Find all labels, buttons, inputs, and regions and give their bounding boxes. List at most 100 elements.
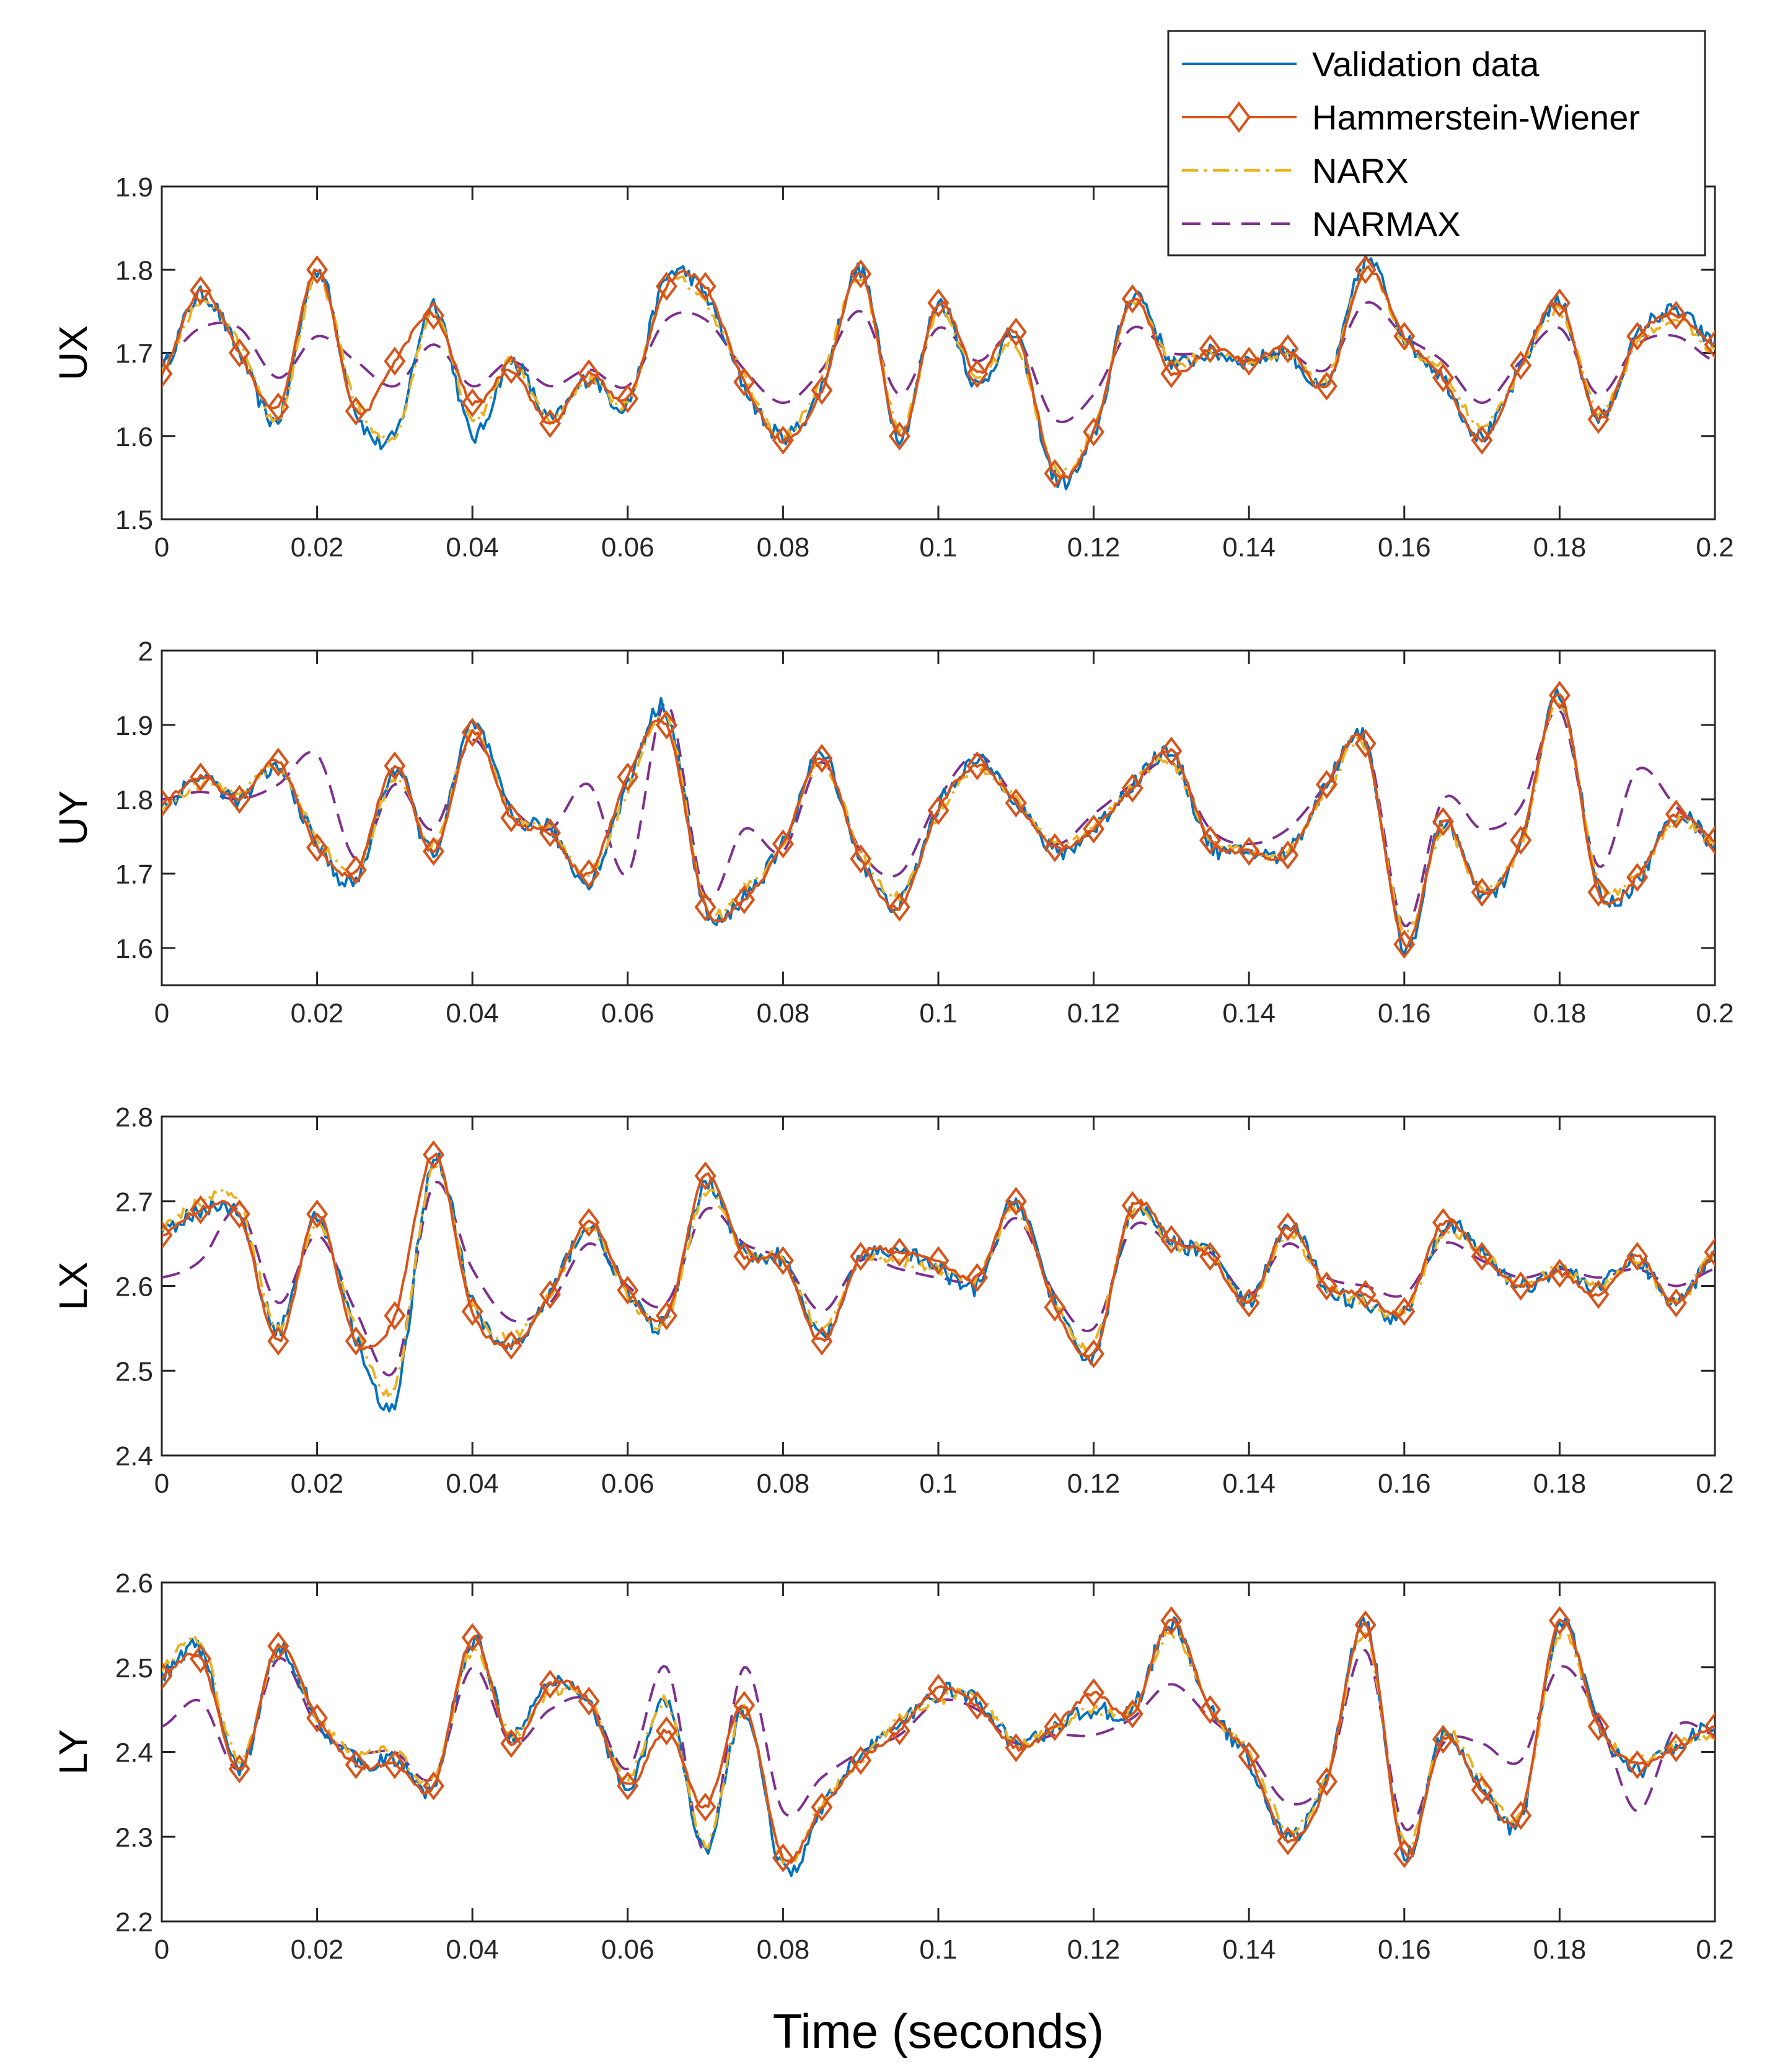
y-tick-label: 2.4 bbox=[115, 1738, 153, 1768]
hw-marker bbox=[1548, 1258, 1571, 1288]
hw-marker bbox=[1704, 1237, 1715, 1267]
hw-marker bbox=[1510, 351, 1532, 380]
hw-marker bbox=[190, 276, 212, 305]
hw-marker bbox=[1587, 877, 1610, 907]
hw-marker bbox=[1121, 284, 1143, 314]
hw-marker bbox=[772, 1843, 794, 1872]
x-tick-label: 0.12 bbox=[1067, 1934, 1121, 1965]
hw-marker bbox=[267, 747, 289, 777]
hw-marker bbox=[1238, 1288, 1260, 1318]
hw-marker bbox=[1044, 1712, 1066, 1741]
hw-marker bbox=[1277, 840, 1299, 870]
x-tick-label: 0.2 bbox=[1696, 1934, 1734, 1965]
hw-marker bbox=[733, 1242, 756, 1271]
hw-marker bbox=[1393, 1297, 1416, 1326]
hw-marker bbox=[228, 338, 250, 367]
x-tick-label: 0.06 bbox=[601, 532, 654, 563]
hw-marker bbox=[1548, 680, 1571, 710]
hw-marker bbox=[1510, 825, 1532, 855]
axes-box bbox=[161, 1115, 1716, 1457]
hw-marker bbox=[1160, 736, 1183, 766]
hw-marker bbox=[888, 421, 910, 451]
series-line-hammerstein bbox=[162, 1618, 1715, 1864]
y-tick-label: 1.5 bbox=[115, 505, 153, 535]
y-tick-label: 1.7 bbox=[115, 859, 153, 890]
hw-marker bbox=[1432, 807, 1454, 836]
x-tick-label: 0.06 bbox=[601, 1934, 654, 1965]
x-tick-label: 0.14 bbox=[1222, 1934, 1276, 1965]
legend-label-narx: NARX bbox=[1312, 151, 1409, 190]
y-tick-label: 2.3 bbox=[115, 1822, 153, 1853]
hw-marker bbox=[1044, 459, 1066, 488]
x-tick-label: 0.1 bbox=[919, 1934, 957, 1965]
y-tick-label: 2.6 bbox=[115, 1272, 153, 1302]
hw-marker bbox=[1587, 405, 1610, 434]
hw-marker bbox=[578, 1208, 600, 1237]
y-tick-label: 2.6 bbox=[115, 1568, 153, 1599]
y-tick-label: 1.8 bbox=[115, 785, 153, 815]
hw-marker bbox=[655, 1716, 677, 1745]
series-line-hammerstein bbox=[162, 1152, 1715, 1358]
hw-marker bbox=[1354, 1610, 1377, 1640]
hw-marker bbox=[345, 1750, 367, 1780]
y-tick-label: 1.7 bbox=[115, 339, 153, 369]
hw-marker bbox=[772, 829, 794, 859]
hw-marker bbox=[811, 1793, 833, 1822]
hw-marker bbox=[1548, 288, 1571, 318]
hw-marker bbox=[811, 375, 833, 405]
hw-marker bbox=[655, 271, 677, 301]
hw-marker bbox=[966, 751, 989, 781]
hw-marker bbox=[1277, 334, 1299, 364]
hw-marker bbox=[1121, 773, 1143, 803]
hw-marker bbox=[345, 1327, 367, 1356]
series-line-narx bbox=[162, 1626, 1715, 1865]
series-line-narmax bbox=[162, 301, 1715, 423]
hw-marker bbox=[1510, 1271, 1532, 1301]
hw-marker bbox=[500, 1330, 522, 1360]
hw-marker bbox=[384, 1750, 406, 1780]
hw-marker bbox=[1160, 1224, 1183, 1254]
y-axis-label: UY bbox=[51, 791, 95, 846]
y-tick-label: 2.2 bbox=[115, 1907, 153, 1938]
hw-marker bbox=[1432, 363, 1454, 393]
hw-marker bbox=[772, 1246, 794, 1275]
hw-marker bbox=[190, 762, 212, 792]
hw-marker bbox=[1316, 371, 1337, 401]
hw-marker bbox=[1587, 1280, 1610, 1309]
hw-marker bbox=[1704, 825, 1715, 855]
hw-marker bbox=[267, 1631, 289, 1661]
hw-marker bbox=[927, 288, 949, 318]
x-tick-label: 0.04 bbox=[446, 532, 499, 563]
hw-marker bbox=[888, 892, 910, 922]
hw-marker bbox=[1587, 1712, 1610, 1741]
hw-marker bbox=[228, 1754, 250, 1784]
hw-marker bbox=[1432, 1208, 1454, 1237]
x-tick-label: 0.02 bbox=[291, 1468, 344, 1499]
y-tick-label: 1.9 bbox=[115, 172, 153, 203]
hw-marker bbox=[1005, 1733, 1027, 1762]
x-tick-label: 0.2 bbox=[1696, 1468, 1734, 1499]
hw-marker bbox=[1354, 1280, 1377, 1309]
hw-marker bbox=[1083, 1339, 1105, 1369]
hw-marker bbox=[384, 751, 406, 781]
x-tick-label: 0.1 bbox=[919, 998, 957, 1029]
x-tick-label: 0.16 bbox=[1378, 1934, 1431, 1965]
x-tick-label: 0.02 bbox=[291, 532, 344, 563]
hw-marker bbox=[966, 359, 989, 388]
hw-marker bbox=[1238, 346, 1260, 376]
x-tick-label: 0.06 bbox=[601, 998, 654, 1029]
hw-marker bbox=[850, 1745, 872, 1775]
x-tick-label: 0.18 bbox=[1533, 998, 1587, 1029]
hw-marker bbox=[1044, 1293, 1066, 1322]
hw-marker bbox=[1199, 825, 1222, 855]
legend: Validation data Hammerstein-Wiener NARX NAR… bbox=[1167, 30, 1706, 257]
x-tick-label: 0.08 bbox=[757, 532, 810, 563]
hw-marker bbox=[1316, 1767, 1337, 1796]
hw-marker bbox=[966, 1263, 989, 1293]
hw-marker bbox=[1005, 317, 1027, 347]
hw-marker bbox=[811, 1327, 833, 1356]
x-tick-label: 0.08 bbox=[757, 1468, 810, 1499]
hw-marker bbox=[1354, 255, 1377, 284]
hw-marker bbox=[927, 1246, 949, 1275]
